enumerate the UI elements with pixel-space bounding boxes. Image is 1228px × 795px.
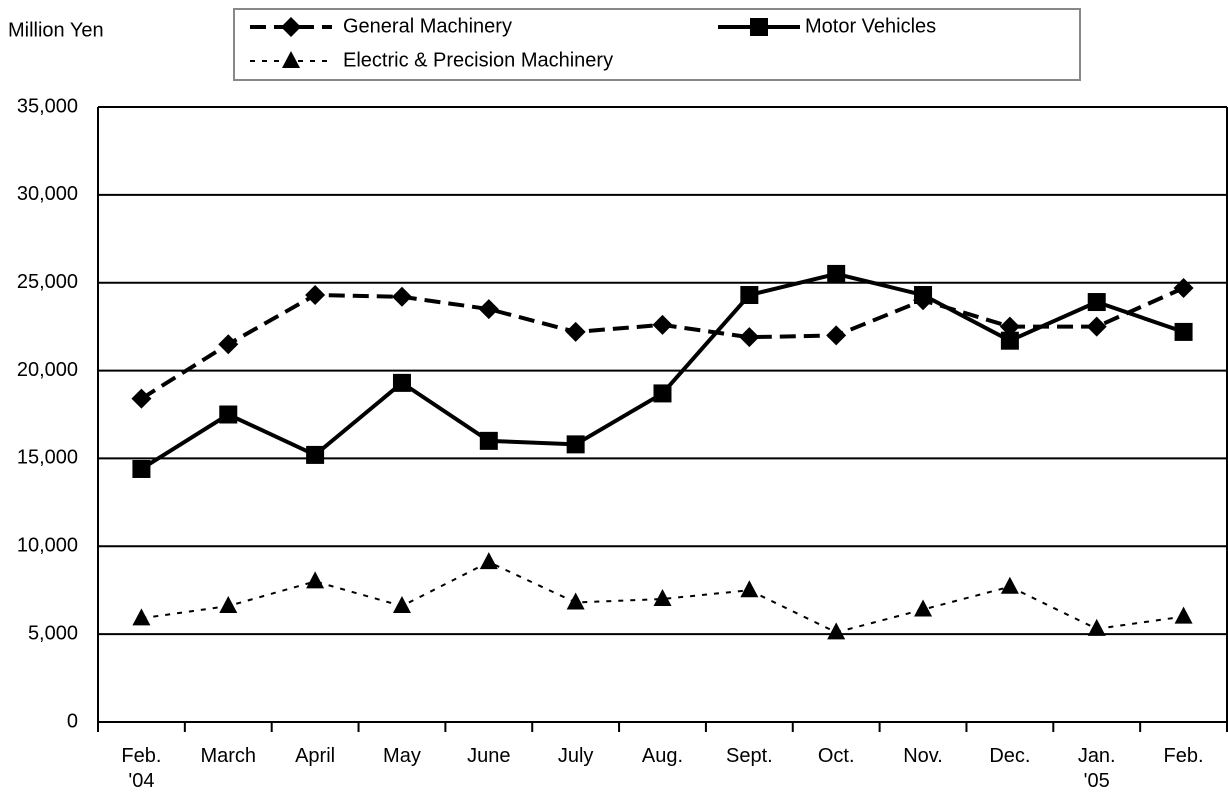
marker [132,608,151,626]
y-tick-label: 0 [67,710,78,732]
x-tick-label: Nov. [903,745,943,767]
marker [1000,576,1019,594]
marker [479,552,498,570]
x-tick-label: Feb. '04 [121,745,162,792]
marker [827,264,846,283]
marker [566,435,585,454]
legend-label: Motor Vehicles [805,15,936,37]
marker [306,571,325,589]
legend-marker [281,17,301,37]
x-tick-label: May [383,745,421,767]
marker [479,431,498,450]
marker [740,580,759,598]
legend-marker [282,51,300,68]
x-tick-label: Feb. [1163,745,1204,767]
marker [653,589,672,606]
marker [739,327,760,348]
marker [914,599,933,617]
marker [1000,331,1019,350]
legend-label: General Machinery [343,15,512,37]
marker [219,596,238,614]
x-tick-label: April [295,745,336,767]
marker [1174,322,1193,341]
marker [306,445,325,464]
marker [392,596,411,614]
y-tick-label: 35,000 [17,95,78,117]
marker [478,299,499,320]
x-tick-label: June [467,745,511,767]
marker [652,314,673,335]
marker [1087,618,1106,636]
marker [566,592,585,610]
y-tick-label: 5,000 [28,622,78,644]
marker [219,405,238,424]
marker [999,316,1020,337]
marker [827,622,846,640]
marker [826,325,847,346]
y-tick-label: 25,000 [17,271,78,293]
marker [1087,293,1106,312]
marker [1086,316,1107,337]
marker [1173,277,1194,298]
marker [132,459,151,478]
x-tick-label: Oct. [817,745,855,767]
marker [1174,606,1193,624]
legend-marker [750,18,768,36]
marker [391,286,412,307]
y-tick-label: 20,000 [17,359,78,381]
y-tick-label: 10,000 [17,535,78,557]
marker [914,286,933,305]
y-tick-label: 15,000 [17,447,78,469]
series-line [140,286,1185,401]
marker [565,321,586,342]
marker [131,388,152,409]
x-tick-label: Aug. [641,745,684,767]
marker [392,373,411,392]
x-tick-label: July [557,745,594,767]
y-tick-label: 30,000 [17,183,78,205]
legend-box [233,8,1081,81]
x-tick-label: Dec. [989,745,1031,767]
x-tick-label: Sept. [725,745,773,767]
y-axis-label: Million Yen [8,19,104,41]
x-tick-label: Jan. '05 [1077,745,1116,792]
marker [653,384,672,403]
x-tick-label: March [200,745,257,767]
marker [305,285,326,306]
marker [740,286,759,305]
legend-label: Electric & Precision Machinery [343,49,613,71]
marker [218,334,239,355]
